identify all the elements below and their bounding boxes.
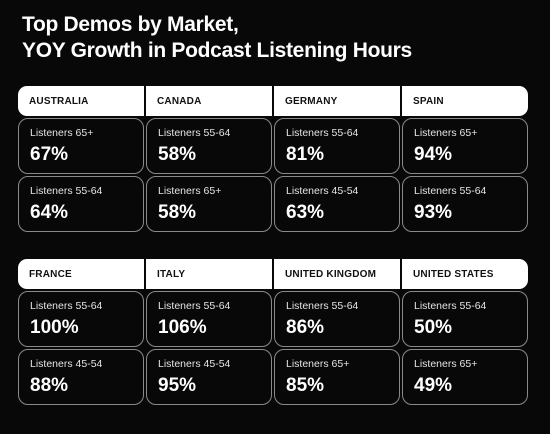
market-canada: CANADA Listeners 55-64 58% Listeners 65+… xyxy=(146,86,272,232)
growth-value: 64% xyxy=(30,202,69,223)
demo-label: Listeners 55-64 xyxy=(158,300,231,312)
growth-value: 94% xyxy=(414,144,453,165)
demo-card: Listeners 55-64 86% xyxy=(274,291,400,347)
growth-value: 49% xyxy=(414,375,453,396)
demo-card: Listeners 45-54 63% xyxy=(274,176,400,232)
growth-value: 93% xyxy=(414,202,453,223)
demo-label: Listeners 55-64 xyxy=(158,127,231,139)
demo-label: Listeners 55-64 xyxy=(286,127,359,139)
demo-card: Listeners 45-54 88% xyxy=(18,349,144,405)
market-grid-bottom: FRANCE Listeners 55-64 100% Listeners 45… xyxy=(18,259,528,405)
demo-label: Listeners 45-54 xyxy=(286,185,359,197)
demo-label: Listeners 55-64 xyxy=(30,300,103,312)
market-france: FRANCE Listeners 55-64 100% Listeners 45… xyxy=(18,259,144,405)
demo-label: Listeners 55-64 xyxy=(414,300,487,312)
demo-label: Listeners 65+ xyxy=(414,127,478,139)
demo-card: Listeners 65+ 85% xyxy=(274,349,400,405)
demo-card: Listeners 65+ 67% xyxy=(18,118,144,174)
demo-label: Listeners 55-64 xyxy=(286,300,359,312)
market-header: FRANCE xyxy=(18,259,144,289)
demo-card: Listeners 55-64 50% xyxy=(402,291,528,347)
growth-value: 85% xyxy=(286,375,325,396)
growth-value: 63% xyxy=(286,202,325,223)
market-header: UNITED KINGDOM xyxy=(274,259,400,289)
market-spain: SPAIN Listeners 65+ 94% Listeners 55-64 … xyxy=(402,86,528,232)
demo-card: Listeners 55-64 106% xyxy=(146,291,272,347)
title-line-1: Top Demos by Market, xyxy=(22,13,239,36)
market-grid-top: AUSTRALIA Listeners 65+ 67% Listeners 55… xyxy=(18,86,528,232)
growth-value: 81% xyxy=(286,144,325,165)
page-title: Top Demos by Market, YOY Growth in Podca… xyxy=(22,12,412,64)
demo-card: Listeners 55-64 93% xyxy=(402,176,528,232)
market-germany: GERMANY Listeners 55-64 81% Listeners 45… xyxy=(274,86,400,232)
demo-card: Listeners 55-64 64% xyxy=(18,176,144,232)
growth-value: 58% xyxy=(158,202,197,223)
growth-value: 58% xyxy=(158,144,197,165)
demo-card: Listeners 55-64 58% xyxy=(146,118,272,174)
growth-value: 106% xyxy=(158,317,207,338)
demo-label: Listeners 65+ xyxy=(158,185,222,197)
demo-label: Listeners 55-64 xyxy=(30,185,103,197)
market-header: AUSTRALIA xyxy=(18,86,144,116)
growth-value: 100% xyxy=(30,317,79,338)
demo-label: Listeners 45-54 xyxy=(30,358,103,370)
demo-label: Listeners 65+ xyxy=(286,358,350,370)
title-line-2: YOY Growth in Podcast Listening Hours xyxy=(22,39,412,62)
growth-value: 86% xyxy=(286,317,325,338)
market-header: ITALY xyxy=(146,259,272,289)
market-header: UNITED STATES xyxy=(402,259,528,289)
market-header: GERMANY xyxy=(274,86,400,116)
growth-value: 95% xyxy=(158,375,197,396)
demo-card: Listeners 55-64 100% xyxy=(18,291,144,347)
demo-label: Listeners 65+ xyxy=(414,358,478,370)
growth-value: 88% xyxy=(30,375,69,396)
market-italy: ITALY Listeners 55-64 106% Listeners 45-… xyxy=(146,259,272,405)
market-australia: AUSTRALIA Listeners 65+ 67% Listeners 55… xyxy=(18,86,144,232)
demo-card: Listeners 55-64 81% xyxy=(274,118,400,174)
demo-label: Listeners 45-54 xyxy=(158,358,231,370)
market-header: SPAIN xyxy=(402,86,528,116)
demo-card: Listeners 65+ 94% xyxy=(402,118,528,174)
demo-card: Listeners 65+ 58% xyxy=(146,176,272,232)
demo-label: Listeners 65+ xyxy=(30,127,94,139)
growth-value: 50% xyxy=(414,317,453,338)
market-united-kingdom: UNITED KINGDOM Listeners 55-64 86% Liste… xyxy=(274,259,400,405)
demo-card: Listeners 45-54 95% xyxy=(146,349,272,405)
market-united-states: UNITED STATES Listeners 55-64 50% Listen… xyxy=(402,259,528,405)
demo-label: Listeners 55-64 xyxy=(414,185,487,197)
growth-value: 67% xyxy=(30,144,69,165)
market-header: CANADA xyxy=(146,86,272,116)
demo-card: Listeners 65+ 49% xyxy=(402,349,528,405)
